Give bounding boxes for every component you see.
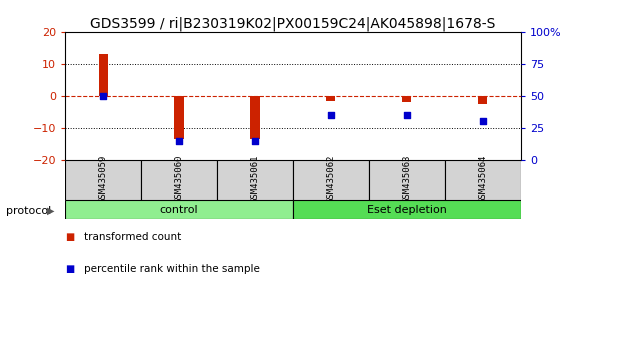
Text: GSM435060: GSM435060 [174, 155, 184, 203]
Bar [174, 96, 184, 139]
Point [250, 138, 260, 143]
Text: GSM435059: GSM435059 [99, 155, 108, 203]
Text: transformed count: transformed count [84, 232, 181, 242]
Point [174, 138, 184, 143]
Text: ■: ■ [65, 264, 74, 274]
FancyBboxPatch shape [217, 160, 293, 200]
Point [98, 93, 108, 99]
FancyBboxPatch shape [293, 160, 369, 200]
FancyBboxPatch shape [65, 200, 293, 219]
Text: ▶: ▶ [47, 206, 55, 216]
Text: ■: ■ [65, 232, 74, 242]
Point [402, 112, 412, 118]
FancyBboxPatch shape [445, 160, 521, 200]
Bar [478, 96, 487, 104]
Text: GSM435063: GSM435063 [402, 155, 412, 203]
Point [326, 112, 336, 118]
Bar [402, 96, 412, 102]
Bar [326, 96, 335, 101]
Title: GDS3599 / ri|B230319K02|PX00159C24|AK045898|1678-S: GDS3599 / ri|B230319K02|PX00159C24|AK045… [91, 17, 495, 31]
FancyBboxPatch shape [65, 160, 141, 200]
Text: GSM435061: GSM435061 [250, 155, 260, 203]
Text: GSM435062: GSM435062 [326, 155, 335, 203]
FancyBboxPatch shape [369, 160, 445, 200]
Bar [250, 96, 260, 139]
Bar [99, 54, 108, 96]
Text: Eset depletion: Eset depletion [367, 205, 447, 215]
Text: protocol: protocol [6, 206, 51, 216]
Text: control: control [160, 205, 198, 215]
Text: GSM435064: GSM435064 [478, 155, 487, 203]
Text: percentile rank within the sample: percentile rank within the sample [84, 264, 260, 274]
FancyBboxPatch shape [293, 200, 521, 219]
FancyBboxPatch shape [141, 160, 217, 200]
Point [478, 119, 488, 124]
